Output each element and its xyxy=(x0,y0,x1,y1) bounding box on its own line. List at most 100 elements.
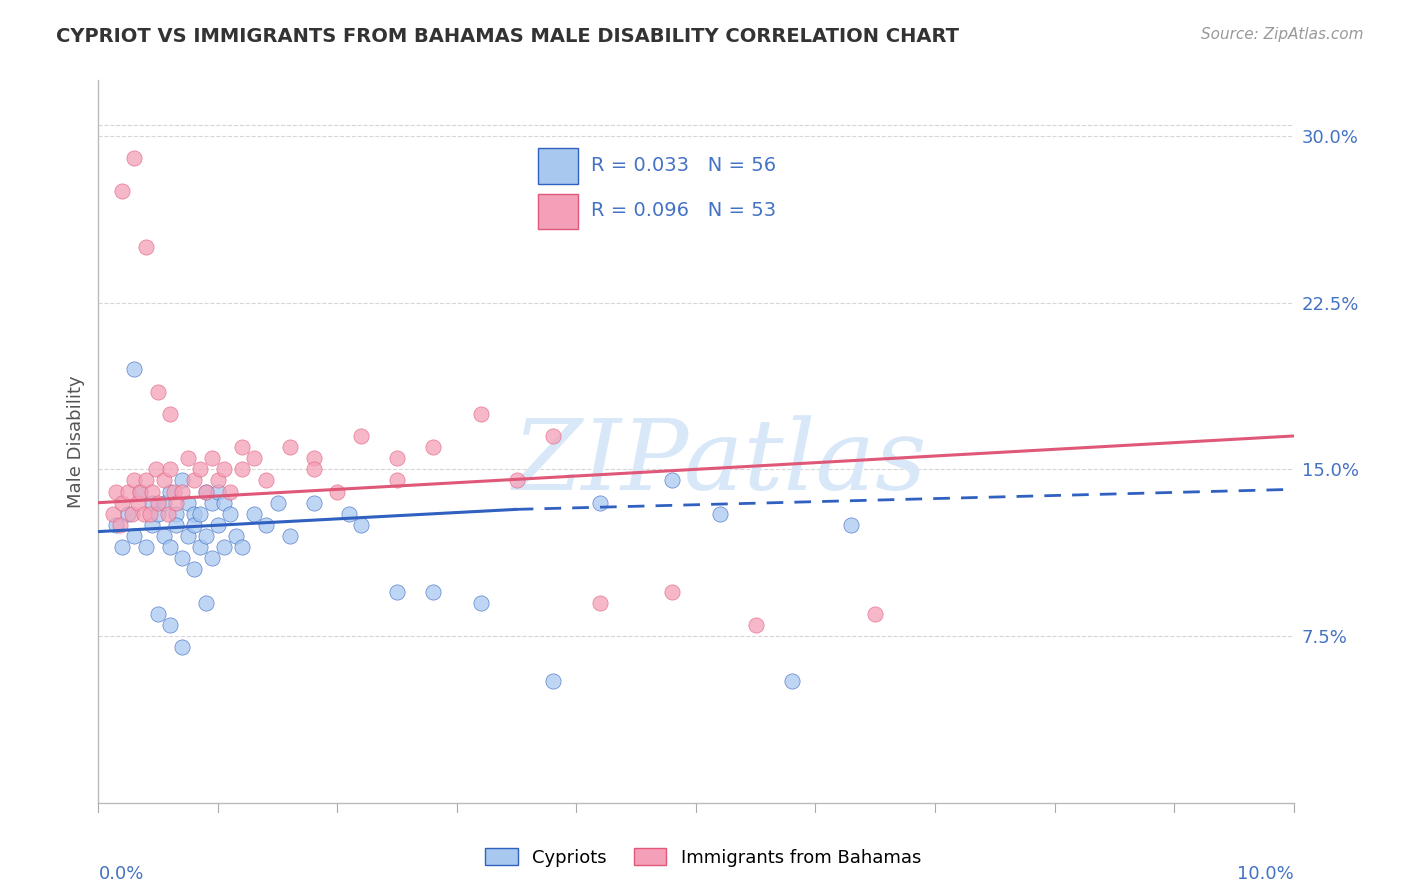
Point xyxy=(159,618,181,632)
Point xyxy=(159,407,181,421)
Point xyxy=(135,240,157,254)
Point xyxy=(148,496,170,510)
Point xyxy=(350,429,373,443)
Point xyxy=(541,673,564,688)
Point xyxy=(159,540,181,554)
Text: Source: ZipAtlas.com: Source: ZipAtlas.com xyxy=(1201,27,1364,42)
Point xyxy=(141,484,163,499)
Point xyxy=(254,517,277,532)
Point xyxy=(231,462,253,476)
Point xyxy=(841,517,863,532)
Point xyxy=(385,451,409,466)
Point xyxy=(127,496,149,510)
Point xyxy=(108,517,131,532)
Point xyxy=(132,507,155,521)
Point xyxy=(422,584,444,599)
Text: CYPRIOT VS IMMIGRANTS FROM BAHAMAS MALE DISABILITY CORRELATION CHART: CYPRIOT VS IMMIGRANTS FROM BAHAMAS MALE … xyxy=(56,27,959,45)
Point xyxy=(350,517,373,532)
Text: 10.0%: 10.0% xyxy=(1237,865,1294,883)
Point xyxy=(172,551,194,566)
Point xyxy=(541,429,564,443)
Point xyxy=(195,529,218,543)
Point xyxy=(225,529,247,543)
Point xyxy=(326,484,349,499)
Point xyxy=(745,618,768,632)
Point xyxy=(195,596,218,610)
Point xyxy=(165,496,187,510)
Point xyxy=(589,596,612,610)
Point xyxy=(124,474,146,488)
Point xyxy=(201,451,224,466)
Point xyxy=(422,440,444,454)
Point xyxy=(339,507,361,521)
Point xyxy=(105,484,128,499)
Point xyxy=(195,484,218,499)
Point xyxy=(709,507,731,521)
Point xyxy=(172,484,194,499)
Point xyxy=(183,474,205,488)
Point xyxy=(163,484,186,499)
Point xyxy=(207,517,229,532)
Legend: Cypriots, Immigrants from Bahamas: Cypriots, Immigrants from Bahamas xyxy=(478,841,928,874)
Point xyxy=(207,474,229,488)
Point xyxy=(148,607,170,621)
Point xyxy=(201,496,224,510)
Point xyxy=(101,507,124,521)
Point xyxy=(302,462,325,476)
Point xyxy=(470,596,492,610)
Point xyxy=(219,484,242,499)
Text: ZIPatlas: ZIPatlas xyxy=(513,416,927,511)
Point xyxy=(212,462,235,476)
Point xyxy=(135,474,157,488)
Point xyxy=(661,584,683,599)
Point xyxy=(124,529,146,543)
Point xyxy=(212,496,235,510)
Point xyxy=(188,540,211,554)
Point xyxy=(177,451,200,466)
Text: 0.0%: 0.0% xyxy=(98,865,143,883)
Point xyxy=(201,551,224,566)
Point xyxy=(254,474,277,488)
Point xyxy=(219,507,242,521)
Point xyxy=(141,496,163,510)
Point xyxy=(159,484,181,499)
Point xyxy=(105,517,128,532)
Point xyxy=(188,462,211,476)
Point xyxy=(129,484,152,499)
Point xyxy=(385,584,409,599)
Point xyxy=(159,462,181,476)
Point xyxy=(195,484,218,499)
Point xyxy=(177,529,200,543)
Point xyxy=(267,496,290,510)
Point xyxy=(302,496,325,510)
Point xyxy=(148,384,170,399)
Point xyxy=(212,540,235,554)
Point xyxy=(111,540,134,554)
Point xyxy=(470,407,492,421)
Point xyxy=(278,529,301,543)
Point xyxy=(243,451,266,466)
Point xyxy=(278,440,301,454)
Point xyxy=(111,185,134,199)
Point xyxy=(117,507,139,521)
Point xyxy=(156,507,179,521)
Point xyxy=(129,484,152,499)
Point xyxy=(148,507,170,521)
Point xyxy=(153,529,176,543)
Point xyxy=(145,462,167,476)
Point xyxy=(124,362,146,376)
Point xyxy=(153,496,176,510)
Point xyxy=(243,507,266,521)
Point xyxy=(165,517,187,532)
Point xyxy=(183,562,205,576)
Point xyxy=(231,540,253,554)
Point xyxy=(661,474,683,488)
Point xyxy=(780,673,803,688)
Point xyxy=(177,496,200,510)
Point xyxy=(111,496,134,510)
Point xyxy=(183,517,205,532)
Point xyxy=(302,451,325,466)
Point xyxy=(165,507,187,521)
Point xyxy=(141,517,163,532)
Point xyxy=(589,496,612,510)
